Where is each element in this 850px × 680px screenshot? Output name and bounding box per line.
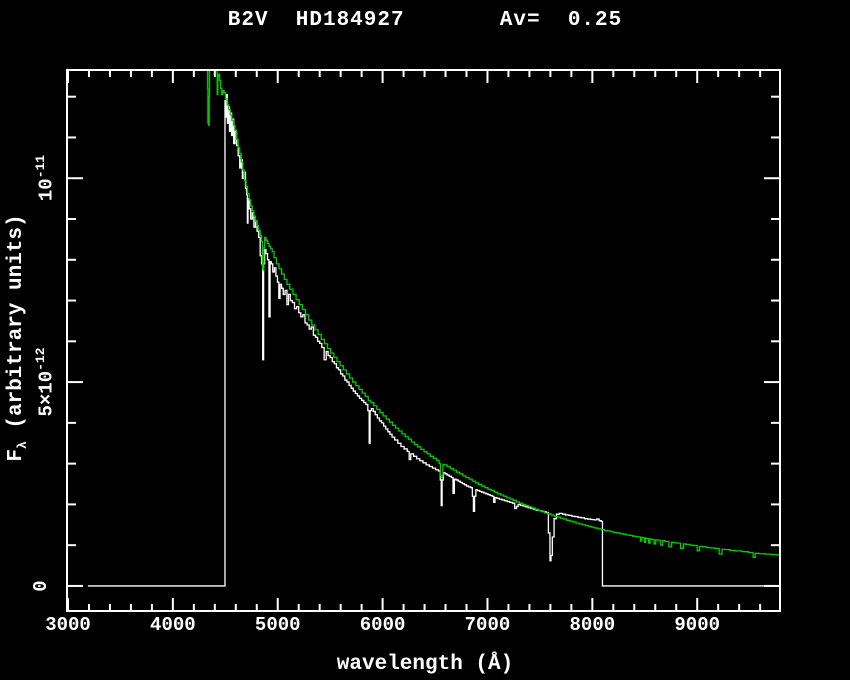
plot-area — [66, 69, 781, 612]
x-axis-label: wavelength (Å) — [336, 653, 514, 676]
y-tick-label: 10-11 — [33, 155, 58, 202]
x-tick-label: 3000 — [45, 614, 91, 636]
y-axis-label: Fλ (arbitrary units) — [5, 178, 31, 498]
x-tick-label: 9000 — [674, 614, 720, 636]
y-axis-label-lambda-subscript: λ — [15, 441, 31, 450]
y-axis-label-units: (arbitrary units) — [5, 214, 28, 442]
x-tick-label: 6000 — [359, 614, 406, 636]
x-tick-label: 8000 — [569, 614, 616, 636]
y-tick-label: 0 — [30, 580, 52, 592]
y-tick-label: 5×10-12 — [33, 347, 58, 417]
x-tick-label: 5000 — [254, 614, 301, 636]
x-tick-label: 4000 — [150, 614, 196, 636]
model-spectrum-line — [207, 71, 779, 559]
observed-spectrum-line — [87, 93, 779, 587]
plot-title: B2V HD184927 Av= 0.25 — [227, 9, 623, 32]
y-axis-label-f: F — [5, 449, 28, 462]
spectrum-plot-canvas — [68, 71, 779, 610]
x-tick-label: 7000 — [464, 614, 511, 636]
